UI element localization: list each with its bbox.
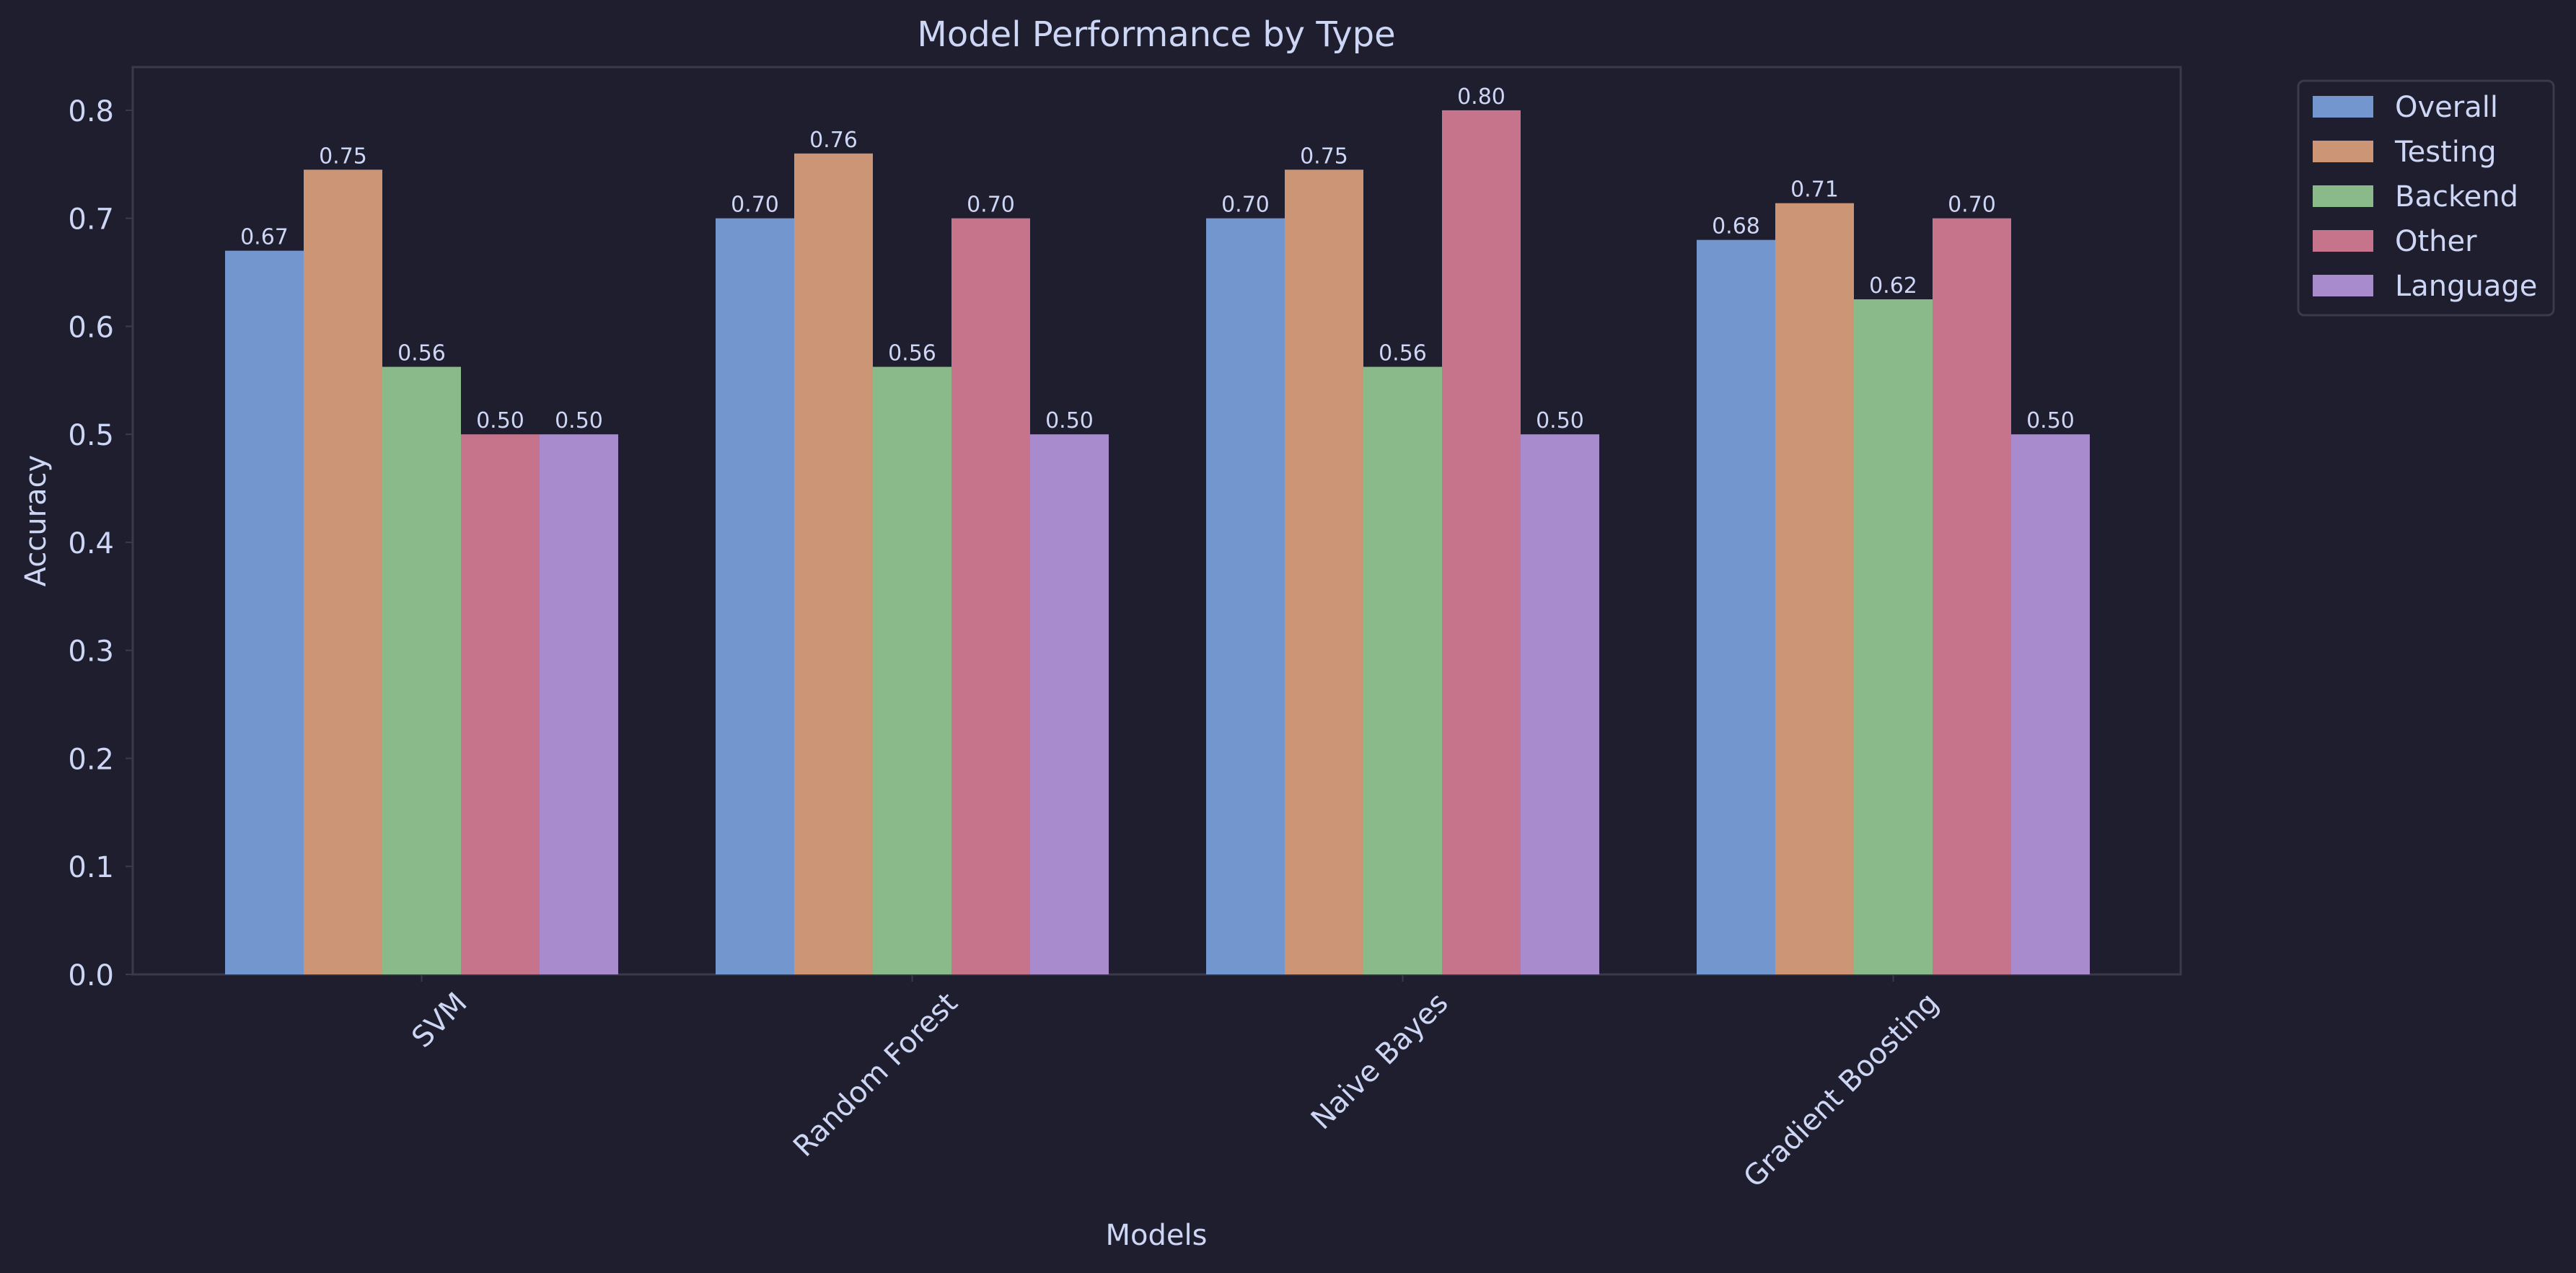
legend-swatch-testing <box>2313 141 2373 162</box>
legend-label-testing: Testing <box>2394 136 2497 169</box>
bar-value-label-testing: 0.76 <box>809 128 858 153</box>
plot-area <box>131 66 2182 976</box>
bars-layer <box>225 110 2090 975</box>
y-tick-label: 0.4 <box>68 527 114 560</box>
bar-backend <box>873 366 951 974</box>
legend-swatch-overall <box>2313 96 2373 118</box>
legend-swatch-other <box>2313 230 2373 252</box>
bar-backend <box>1363 366 1442 974</box>
legend-label-language: Language <box>2395 270 2537 303</box>
y-tick-label: 0.0 <box>68 959 114 992</box>
y-tick-label: 0.8 <box>68 95 114 128</box>
y-tick-label: 0.6 <box>68 311 114 344</box>
bar-other <box>461 434 540 974</box>
bar-other <box>1933 218 2011 975</box>
legend: Overall Testing Backend Other Language <box>2297 79 2555 317</box>
bar-value-label-testing: 0.71 <box>1790 177 1839 203</box>
bar-value-label-backend: 0.56 <box>888 341 936 366</box>
bar-value-label-language: 0.50 <box>1536 408 1584 433</box>
legend-swatch-backend <box>2313 185 2373 207</box>
bar-testing <box>1775 203 1854 975</box>
bar-value-label-language: 0.50 <box>2026 408 2075 433</box>
bar-value-label-language: 0.50 <box>1045 408 1094 433</box>
bar-overall <box>225 250 304 975</box>
bar-testing <box>304 169 382 974</box>
bar-value-label-overall: 0.68 <box>1712 214 1760 239</box>
bar-value-label-overall: 0.70 <box>1221 193 1270 218</box>
legend-label-backend: Backend <box>2395 180 2518 213</box>
bar-value-labels: 0.67 0.75 0.56 0.50 0.50 0.70 0.76 0.56 0.70 0.50… <box>240 84 2075 433</box>
bar-value-label-testing: 0.75 <box>319 144 367 169</box>
legend-box <box>2297 79 2555 317</box>
y-tick-label: 0.7 <box>68 203 114 237</box>
bar-backend <box>382 366 461 974</box>
bar-value-label-other: 0.70 <box>967 193 1015 218</box>
bar-value-label-overall: 0.70 <box>731 193 779 218</box>
y-axis-label: Accuracy <box>19 455 53 587</box>
bar-other <box>1442 110 1521 974</box>
x-axis-label: Models <box>1106 1219 1208 1252</box>
chart-title: Model Performance by Type <box>917 14 1395 55</box>
bar-value-label-testing: 0.75 <box>1300 144 1348 169</box>
bar-language <box>540 434 618 974</box>
bar-other <box>951 218 1030 975</box>
bar-value-label-backend: 0.56 <box>1379 341 1427 366</box>
y-tick-label: 0.2 <box>68 743 114 776</box>
legend-label-overall: Overall <box>2395 91 2498 124</box>
y-axis: 0.0 0.1 0.2 0.3 0.4 0.5 0.6 0.7 0.8 <box>68 95 133 992</box>
bar-value-label-language: 0.50 <box>555 408 603 433</box>
bar-testing <box>794 153 873 974</box>
bar-value-label-other: 0.50 <box>476 408 524 433</box>
bar-value-label-other: 0.70 <box>1948 193 1996 218</box>
bar-value-label-backend: 0.56 <box>397 341 446 366</box>
y-tick-label: 0.5 <box>68 419 114 452</box>
bar-testing <box>1285 169 1363 974</box>
bar-value-label-overall: 0.67 <box>240 225 289 250</box>
bar-value-label-backend: 0.62 <box>1869 273 1917 299</box>
y-tick-label: 0.3 <box>68 635 114 669</box>
legend-items: Overall Testing Backend Other Language <box>2313 91 2537 303</box>
bar-language <box>1521 434 1599 974</box>
bar-backend <box>1854 299 1933 974</box>
legend-label-other: Other <box>2395 225 2477 258</box>
legend-swatch-language <box>2313 275 2373 296</box>
bar-overall <box>716 218 794 975</box>
bar-language <box>2011 434 2090 974</box>
bar-language <box>1030 434 1109 974</box>
y-tick-label: 0.1 <box>68 851 114 884</box>
bar-overall <box>1697 239 1775 975</box>
bar-value-label-other: 0.80 <box>1457 84 1505 110</box>
bar-overall <box>1206 218 1285 975</box>
